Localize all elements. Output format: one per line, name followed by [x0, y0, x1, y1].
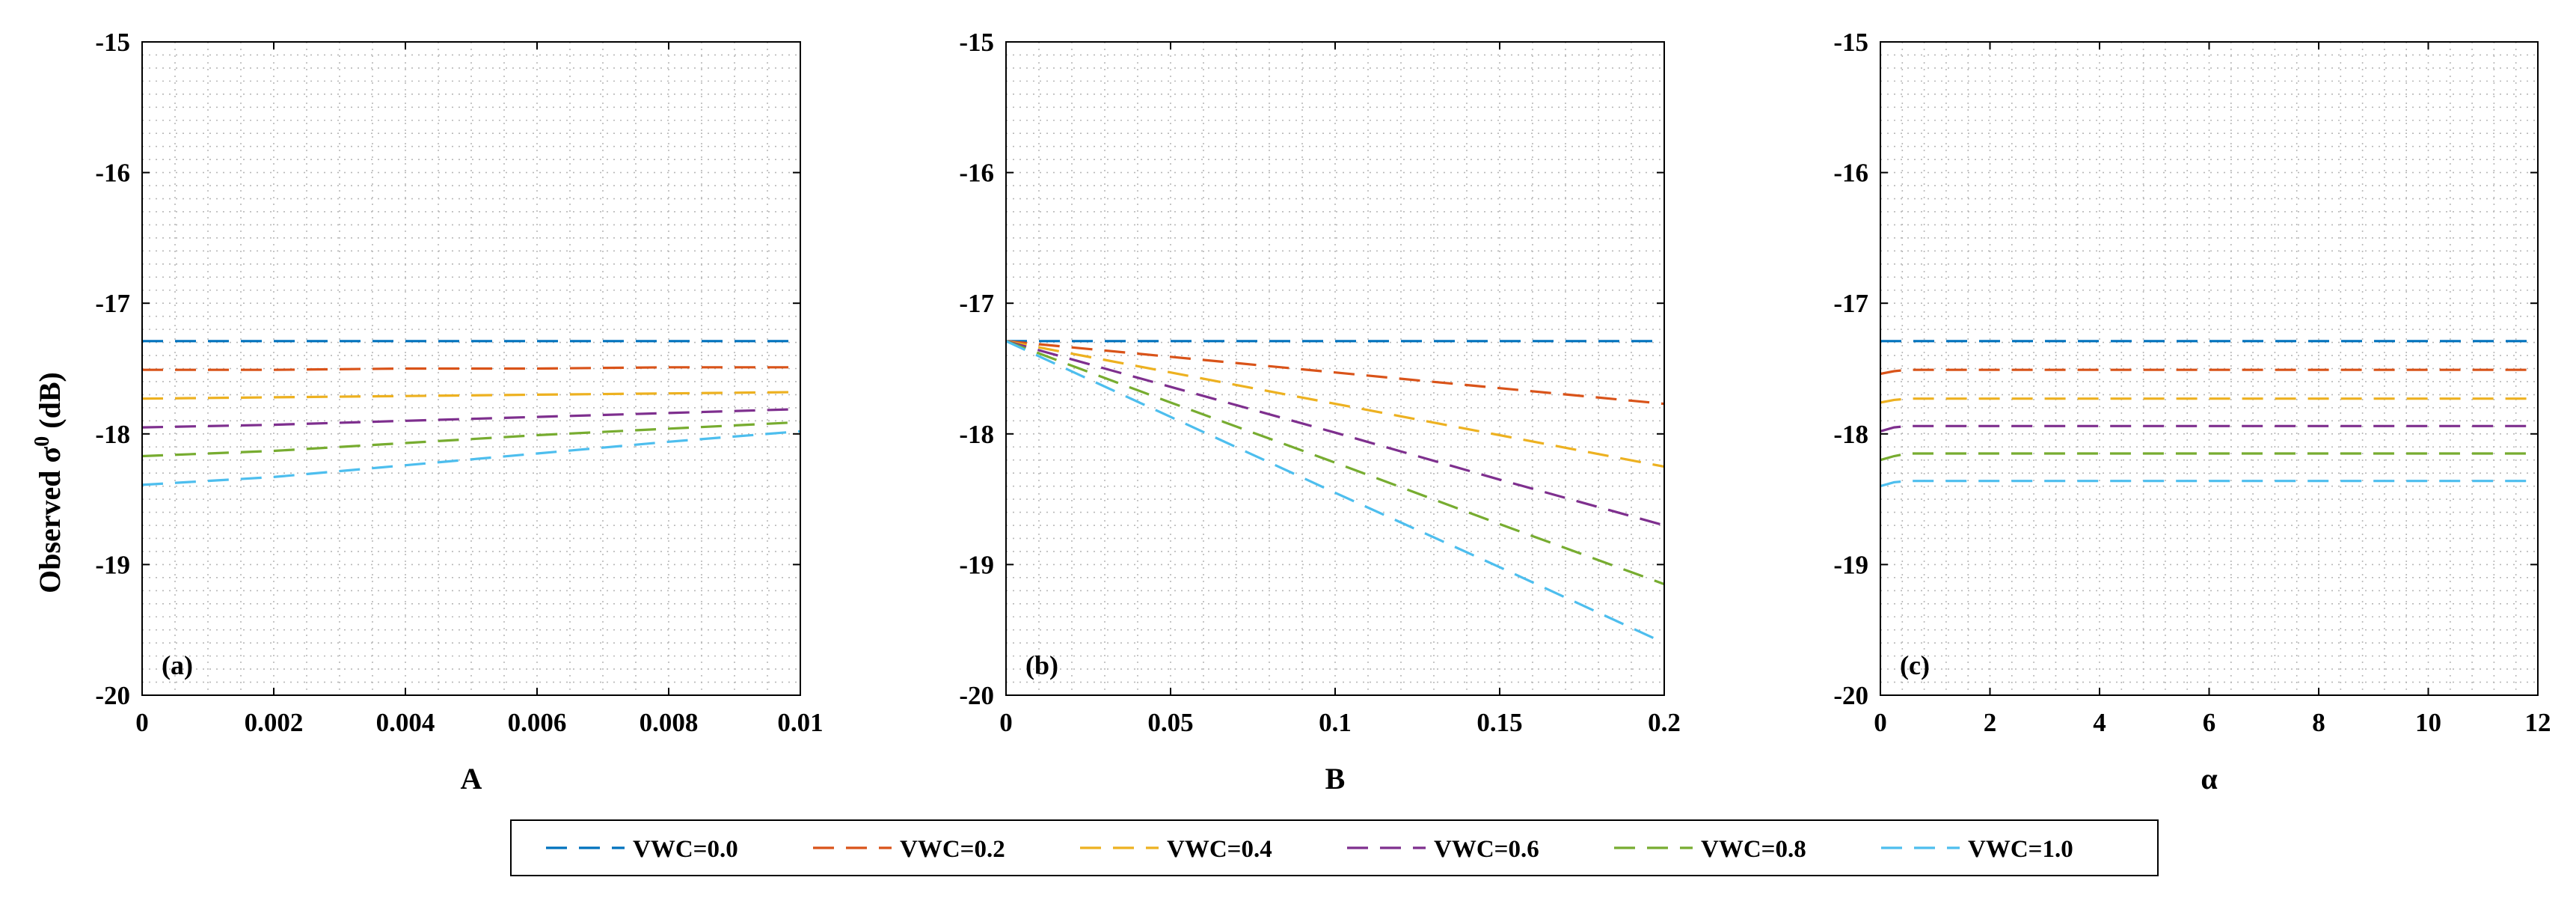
grid-b [1006, 42, 1664, 695]
x-tick-label-b: 0 [999, 708, 1013, 737]
y-tick-label-b: -16 [959, 159, 994, 188]
panel-label-b: (b) [1025, 650, 1058, 680]
legend-label-4: VWC=0.8 [1701, 836, 1806, 863]
x-tick-label-a: 0.006 [508, 708, 567, 737]
y-tick-label-c: -18 [1833, 420, 1868, 449]
x-tick-label-b: 0.05 [1147, 708, 1193, 737]
x-tick-label-c: 0 [1874, 708, 1887, 737]
y-tick-label-b: -17 [959, 289, 994, 318]
y-axis-label-main: Observed σ [33, 446, 67, 593]
series-group-c [1880, 340, 2538, 488]
x-tick-label-a: 0 [135, 708, 149, 737]
panel-label-a: (a) [162, 650, 193, 680]
panel-b: 0 0.05 0.1 0.15 0.2 -20 -19 -18 -17 -16 -15 B (b) [959, 28, 1681, 795]
legend-label-3: VWC=0.6 [1434, 836, 1539, 863]
series-line-a-1 [142, 366, 800, 371]
y-axis-label: Observed σ0 (dB) [31, 372, 67, 593]
y-tick-label-b: -18 [959, 420, 994, 449]
series-line-b-5 [1006, 340, 1664, 644]
y-tick-label-c: -16 [1833, 159, 1868, 188]
panels: 0 0.002 0.004 0.006 0.008 0.01 -20 -19 -18 -17 -16… [95, 28, 2551, 795]
x-tick-label-a: 0.01 [777, 708, 823, 737]
panel-c: 0 2 4 6 8 10 12 -20 -19 -18 -17 -16 -15 α (c) [1833, 28, 2551, 795]
y-tick-label-a: -18 [95, 420, 130, 449]
grid-a [142, 42, 800, 695]
y-tick-label-c: -15 [1833, 28, 1868, 57]
legend-entry-1: VWC=0.2 [813, 836, 1005, 863]
y-tick-label-c: -20 [1833, 681, 1868, 710]
x-tick-label-c: 10 [2415, 708, 2441, 737]
legend-label-1: VWC=0.2 [900, 836, 1005, 863]
series-line-c-2 [1880, 397, 2538, 404]
x-tick-label-b: 0.15 [1476, 708, 1522, 737]
panel-a: 0 0.002 0.004 0.006 0.008 0.01 -20 -19 -18 -17 -16… [95, 28, 823, 795]
x-axis-label-c: α [2201, 762, 2217, 795]
y-tick-label-b: -19 [959, 550, 994, 579]
axes-frame-a [141, 41, 801, 696]
y-tick-label-b: -15 [959, 28, 994, 57]
x-tick-label-c: 6 [2203, 708, 2216, 737]
grid-c [1880, 42, 2538, 695]
series-line-c-3 [1880, 424, 2538, 433]
y-axis-label-sup: 0 [31, 436, 54, 447]
panel-label-c: (c) [1900, 650, 1930, 680]
legend-entry-5: VWC=1.0 [1881, 836, 2073, 863]
legend: VWC=0.0 VWC=0.2 VWC=0.4 VWC=0.6 VWC=0.8 VWC=1… [510, 819, 2159, 876]
series-line-a-5 [142, 430, 800, 486]
series-group-b [1006, 340, 1664, 644]
series-line-c-5 [1880, 480, 2538, 488]
series-line-b-4 [1006, 340, 1664, 586]
series-line-a-3 [142, 408, 800, 429]
series-line-b-1 [1006, 340, 1664, 406]
series-line-c-1 [1880, 368, 2538, 376]
series-line-c-4 [1880, 452, 2538, 462]
y-tick-label-a: -17 [95, 289, 130, 318]
y-tick-label-c: -19 [1833, 550, 1868, 579]
x-tick-label-a: 0.008 [640, 708, 699, 737]
y-tick-label-c: -17 [1833, 289, 1868, 318]
x-tick-label-a: 0.004 [376, 708, 435, 737]
y-tick-label-a: -19 [95, 550, 130, 579]
x-tick-label-c: 8 [2312, 708, 2325, 737]
legend-entry-3: VWC=0.6 [1347, 836, 1539, 863]
series-line-a-4 [142, 421, 800, 458]
series-line-b-2 [1006, 340, 1664, 468]
legend-entry-0: VWC=0.0 [546, 836, 738, 863]
y-tick-label-a: -15 [95, 28, 130, 57]
y-tick-label-a: -20 [95, 681, 130, 710]
legend-box [510, 819, 2159, 876]
x-tick-label-b: 0.2 [1648, 708, 1681, 737]
x-tick-label-a: 0.002 [245, 708, 304, 737]
legend-label-2: VWC=0.4 [1167, 836, 1272, 863]
legend-entry-2: VWC=0.4 [1080, 836, 1272, 863]
x-tick-label-c: 2 [1984, 708, 1997, 737]
y-axis-label-unit: (dB) [33, 372, 67, 436]
x-axis-label-a: A [461, 762, 482, 795]
x-tick-label-b: 0.1 [1319, 708, 1352, 737]
legend-label-5: VWC=1.0 [1968, 836, 2073, 863]
x-tick-label-c: 4 [2093, 708, 2106, 737]
y-tick-label-b: -20 [959, 681, 994, 710]
series-line-b-3 [1006, 340, 1664, 527]
legend-label-0: VWC=0.0 [633, 836, 738, 863]
x-tick-label-c: 12 [2525, 708, 2551, 737]
series-group-a [142, 340, 800, 486]
series-line-a-2 [142, 391, 800, 400]
y-tick-label-a: -16 [95, 159, 130, 188]
x-axis-label-b: B [1325, 762, 1346, 795]
legend-entry-4: VWC=0.8 [1614, 836, 1806, 863]
